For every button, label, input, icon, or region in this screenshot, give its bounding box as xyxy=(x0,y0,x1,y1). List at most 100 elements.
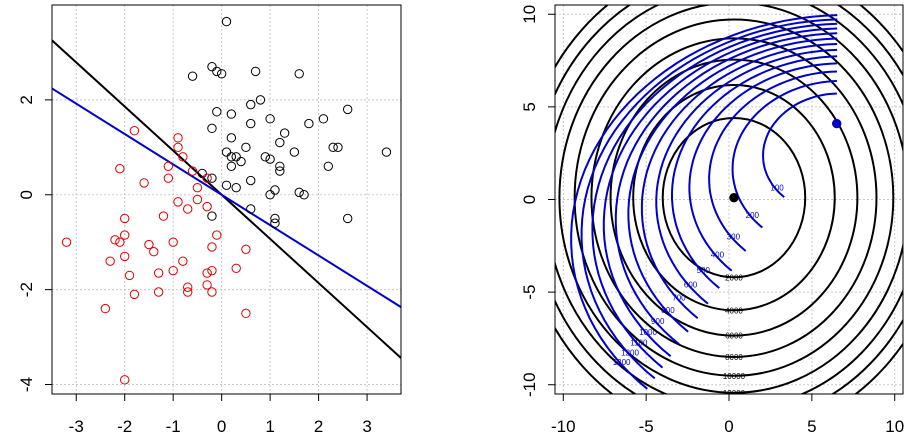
black-contour-label: 2000 xyxy=(725,273,743,282)
left-point-series-0 xyxy=(260,152,270,162)
black-contour-10000 xyxy=(573,18,895,377)
left-point-series-0 xyxy=(265,114,275,124)
blue-contour-200 xyxy=(731,80,837,229)
right-y-tick-label: -10 xyxy=(520,372,539,397)
blue-contour-label: 100 xyxy=(770,183,784,192)
blue-contour-label: 1100 xyxy=(630,338,648,347)
blue-contour-1300 xyxy=(570,14,838,390)
right-x-tick-label: 0 xyxy=(724,417,733,436)
left-point-series-0 xyxy=(231,182,241,193)
left-point-series-0 xyxy=(255,95,266,105)
left-point-series-0 xyxy=(187,71,198,81)
left-point-series-0 xyxy=(216,69,227,79)
left-point-series-0 xyxy=(250,66,261,77)
left-point-series-0 xyxy=(246,99,256,110)
blue-contour-400 xyxy=(688,62,838,272)
left-point-series-1 xyxy=(110,235,120,245)
left-point-series-1 xyxy=(183,287,193,297)
left-point-series-0 xyxy=(279,128,290,138)
left-point-series-1 xyxy=(120,375,130,385)
left-point-series-1 xyxy=(183,204,193,214)
left-y-tick-label: -4 xyxy=(17,377,36,392)
left-point-series-0 xyxy=(270,185,280,195)
blue-contour-label: 400 xyxy=(711,250,725,259)
left-point-series-1 xyxy=(212,230,222,240)
blue-contour-label: 500 xyxy=(697,266,711,275)
left-point-series-1 xyxy=(120,251,130,262)
left-y-axis: -4 -2 0 2 xyxy=(17,95,52,392)
blue-contour-label: 1000 xyxy=(639,328,657,337)
black-contour-label: 4000 xyxy=(725,306,743,315)
left-point-series-0 xyxy=(294,187,304,198)
right-center-point-1 xyxy=(832,118,842,129)
left-point-series-0 xyxy=(328,142,338,153)
left-point-series-0 xyxy=(275,166,285,176)
left-point-series-1 xyxy=(124,270,135,281)
blue-contour-700 xyxy=(640,43,838,319)
blue-contour-label: 600 xyxy=(684,280,698,289)
left-point-series-0 xyxy=(246,118,256,129)
left-point-series-1 xyxy=(241,244,251,255)
blue-contour-label: 1300 xyxy=(613,358,631,367)
left-scatter-plot: -3 -2 -1 0 1 2 3 -4 -2 0 2 xyxy=(17,4,402,436)
left-point-series-1 xyxy=(187,166,198,176)
blue-contour-100 xyxy=(762,92,837,198)
left-line-1 xyxy=(52,87,401,308)
black-contour-label: 10000 xyxy=(723,372,746,381)
left-x-tick-label: 0 xyxy=(217,417,226,436)
right-contour-lines xyxy=(555,5,903,394)
left-point-series-1 xyxy=(178,256,188,266)
left-point-series-0 xyxy=(275,137,285,148)
left-point-series-1 xyxy=(207,265,217,276)
left-point-series-0 xyxy=(197,168,207,179)
left-point-series-1 xyxy=(129,289,140,300)
left-point-series-1 xyxy=(183,282,193,292)
left-point-series-0 xyxy=(207,123,217,134)
left-point-series-0 xyxy=(342,213,353,224)
black-contour-label: 12000 xyxy=(723,389,746,398)
blue-contour-1200 xyxy=(580,18,838,380)
left-point-series-1 xyxy=(163,173,174,183)
left-point-series-0 xyxy=(342,104,353,115)
left-x-axis: -3 -2 -1 0 1 2 3 xyxy=(69,394,372,436)
left-point-series-1 xyxy=(158,211,169,221)
black-contour-label: 6000 xyxy=(725,332,743,341)
right-contour-plot: 2000400060008000100001200014000160001800… xyxy=(520,4,904,436)
left-point-series-0 xyxy=(304,118,314,129)
left-y-tick-label: 0 xyxy=(17,190,36,199)
left-x-tick-label: 1 xyxy=(265,417,274,436)
blue-contour-900 xyxy=(614,32,838,346)
left-data-points xyxy=(61,16,392,385)
left-point-series-1 xyxy=(149,246,159,257)
left-point-series-1 xyxy=(61,237,72,247)
left-point-series-0 xyxy=(221,147,232,157)
right-center-point-0 xyxy=(729,192,739,203)
left-y-tick-label: 2 xyxy=(17,95,36,104)
left-point-series-0 xyxy=(323,161,333,171)
left-point-series-0 xyxy=(270,213,280,224)
black-contour-label: 14000 xyxy=(723,404,746,413)
left-decision-lines xyxy=(52,39,401,359)
right-y-tick-label: -5 xyxy=(520,285,539,300)
right-y-tick-label: 5 xyxy=(520,102,539,111)
left-x-tick-label: 3 xyxy=(362,417,371,436)
left-point-series-1 xyxy=(173,142,183,153)
left-point-series-0 xyxy=(226,109,237,119)
left-point-series-1 xyxy=(173,197,183,207)
black-contour-4000 xyxy=(632,84,836,312)
left-point-series-0 xyxy=(207,173,217,183)
left-point-series-0 xyxy=(221,180,232,190)
left-point-series-1 xyxy=(100,303,111,314)
black-contour-8000 xyxy=(590,37,878,358)
left-point-series-1 xyxy=(153,287,164,297)
black-contour-6000 xyxy=(609,58,859,337)
left-point-series-1 xyxy=(241,308,251,319)
left-point-series-0 xyxy=(318,114,329,124)
left-point-series-1 xyxy=(192,182,203,193)
left-point-series-0 xyxy=(265,190,275,200)
right-y-tick-label: 10 xyxy=(520,5,539,24)
blue-contour-300 xyxy=(708,70,838,252)
left-point-series-0 xyxy=(270,218,280,228)
left-point-series-0 xyxy=(207,61,217,72)
blue-contour-label: 800 xyxy=(661,306,675,315)
